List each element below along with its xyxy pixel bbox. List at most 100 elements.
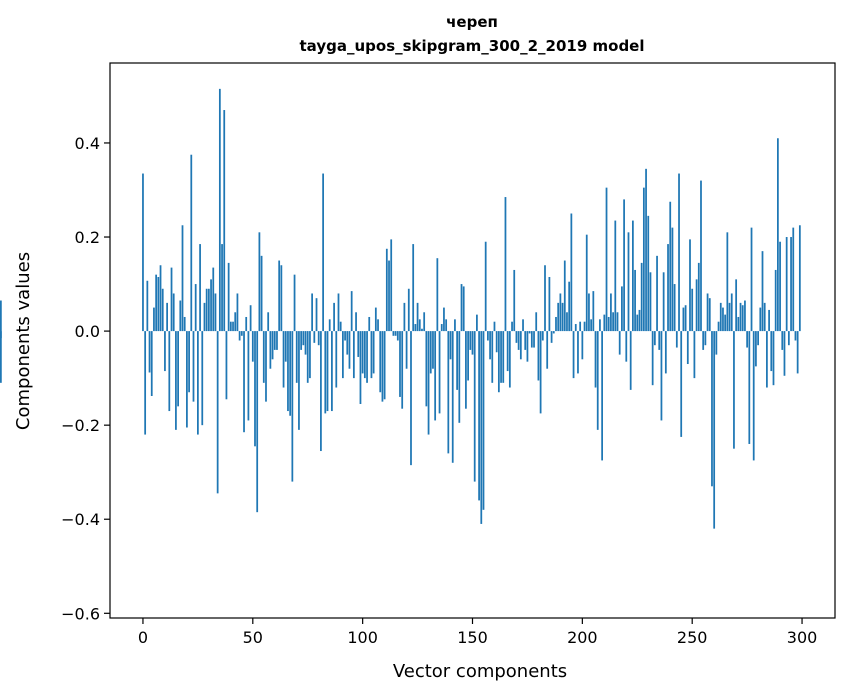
- bar: [225, 331, 228, 400]
- bar: [533, 331, 535, 348]
- bar: [568, 281, 571, 332]
- bar: [632, 220, 634, 332]
- bar: [792, 227, 795, 332]
- bar: [249, 305, 252, 332]
- bar: [432, 331, 434, 369]
- bar: [350, 291, 353, 332]
- bar: [555, 316, 557, 332]
- bar: [550, 331, 553, 343]
- bar: [295, 331, 298, 383]
- bar: [302, 331, 305, 346]
- bar: [205, 288, 208, 332]
- bar: [385, 248, 388, 332]
- bar: [247, 331, 250, 421]
- bar: [618, 331, 621, 355]
- bar: [548, 277, 551, 332]
- bar: [605, 187, 608, 332]
- bar: [324, 331, 327, 414]
- bar: [161, 288, 164, 332]
- bar: [755, 331, 757, 367]
- bar: [168, 331, 171, 412]
- bar: [293, 274, 296, 332]
- bar: [770, 331, 773, 372]
- bar: [436, 258, 439, 332]
- bar: [421, 328, 423, 332]
- bar: [346, 331, 349, 355]
- bar: [590, 319, 593, 332]
- bar: [227, 262, 230, 332]
- y-tick-label: 0.4: [75, 134, 100, 153]
- bar: [574, 324, 577, 332]
- bar: [603, 314, 606, 332]
- bar: [366, 331, 368, 383]
- bar: [768, 309, 770, 332]
- bar: [164, 331, 166, 372]
- bar: [713, 331, 716, 529]
- bar: [787, 331, 790, 346]
- bar: [405, 331, 408, 369]
- bar: [588, 293, 590, 332]
- y-tick-label: 0.2: [75, 228, 100, 247]
- bar: [383, 331, 386, 400]
- y-tick-label: 0.0: [75, 322, 100, 341]
- bar: [0, 300, 2, 332]
- bar: [194, 284, 197, 332]
- bar: [730, 293, 733, 332]
- bar: [245, 316, 248, 332]
- bar: [577, 331, 579, 374]
- bar: [680, 331, 683, 437]
- chart-title: череп: [446, 13, 498, 31]
- bar: [722, 307, 724, 332]
- x-tick-label: 150: [457, 628, 488, 647]
- bar: [179, 300, 182, 332]
- bar: [493, 321, 496, 332]
- bar: [719, 302, 722, 332]
- bar: [159, 265, 162, 332]
- bar: [640, 262, 643, 332]
- bar: [278, 260, 281, 332]
- bar: [322, 173, 324, 332]
- bar: [592, 291, 595, 332]
- bar: [352, 331, 355, 379]
- bar: [298, 331, 300, 430]
- bar: [476, 314, 478, 332]
- bar: [544, 265, 546, 332]
- bar: [546, 331, 549, 369]
- bar: [741, 305, 744, 332]
- bar: [691, 288, 694, 332]
- bar: [489, 331, 491, 360]
- bar: [359, 331, 362, 404]
- bar: [144, 331, 147, 435]
- bar: [715, 331, 718, 355]
- bar: [651, 331, 654, 386]
- bar: [658, 331, 661, 350]
- bar: [153, 307, 155, 332]
- bar: [783, 331, 786, 376]
- bar: [197, 331, 199, 435]
- bar: [218, 88, 221, 332]
- x-tick-label: 100: [347, 628, 378, 647]
- bar: [726, 232, 729, 332]
- bar: [497, 331, 500, 393]
- bar: [148, 331, 151, 373]
- bar: [625, 331, 628, 362]
- bar: [394, 331, 397, 336]
- bar: [634, 269, 636, 332]
- bar: [607, 316, 610, 332]
- bar: [798, 225, 801, 332]
- bar: [662, 272, 665, 332]
- bar: [254, 331, 256, 447]
- bar: [491, 331, 494, 383]
- bar: [317, 331, 320, 346]
- chart-subtitle: tayga_upos_skipgram_300_2_2019 model: [300, 37, 645, 55]
- bar: [212, 267, 215, 332]
- bar: [183, 316, 186, 332]
- bar: [434, 331, 437, 421]
- bar: [258, 232, 261, 332]
- bar: [487, 331, 489, 341]
- bar: [216, 331, 219, 494]
- bar: [708, 298, 711, 332]
- bar: [348, 331, 351, 369]
- bar: [693, 331, 696, 379]
